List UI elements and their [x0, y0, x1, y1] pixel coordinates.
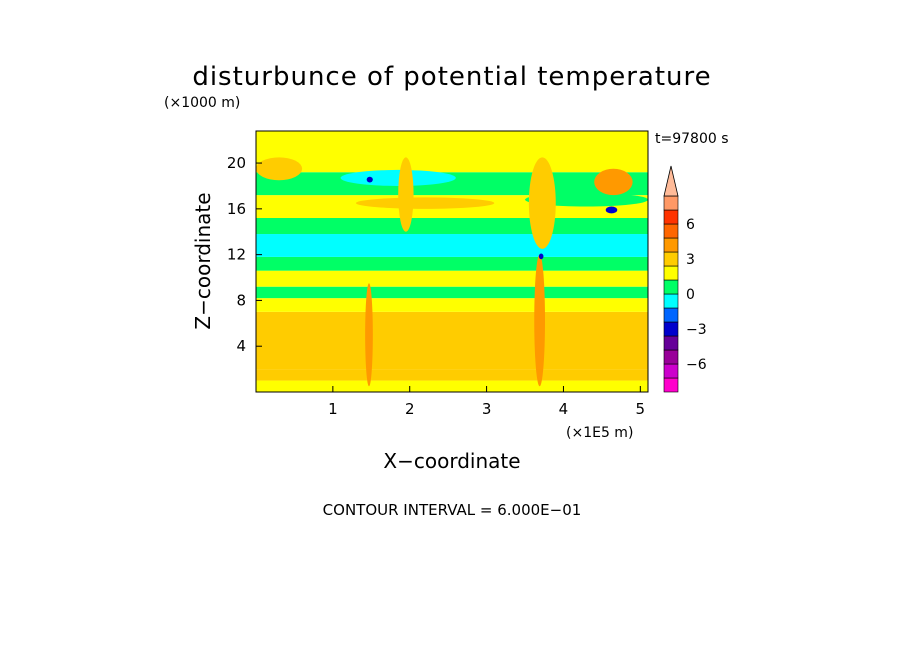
colorbar: 6 3 0 −3 −6	[663, 165, 707, 393]
colorbar-level	[663, 321, 679, 337]
colorbar-label: −6	[686, 357, 707, 373]
colorbar-label: 0	[686, 287, 695, 303]
x-axis-unit: (×1E5 m)	[566, 425, 633, 441]
field-anomaly-3	[355, 197, 495, 209]
field-band-6	[256, 256, 648, 271]
field-band-3	[256, 298, 648, 312]
colorbar-level	[663, 209, 679, 225]
colorbar-level	[663, 237, 679, 253]
x-tick-label: 2	[405, 400, 415, 418]
field-band-0	[256, 380, 648, 392]
colorbar-level	[663, 279, 679, 295]
colorbar-label: 6	[686, 217, 695, 233]
field-anomaly-4	[525, 192, 649, 207]
x-axis-ticks: 1 2 3 4 5	[328, 386, 645, 418]
colorbar-level	[663, 251, 679, 267]
field-anomaly-7	[365, 283, 373, 387]
colorbar-level	[663, 265, 679, 281]
field-anomaly-0	[256, 314, 648, 356]
contour-interval-note: CONTOUR INTERVAL = 6.000E−01	[323, 501, 582, 519]
chart-title: disturbunce of potential temperature	[192, 62, 711, 92]
field-anomaly-13	[538, 253, 544, 260]
y-axis-unit: (×1000 m)	[164, 95, 240, 111]
field-anomaly-6	[409, 238, 579, 255]
colorbar-level	[663, 363, 679, 379]
colorbar-level	[663, 377, 679, 393]
y-tick-label: 12	[227, 246, 246, 264]
field-anomaly-12	[605, 206, 618, 214]
field-anomaly-1	[256, 157, 303, 181]
field-band-8	[256, 218, 648, 235]
field-band-4	[256, 286, 648, 299]
y-axis-ticks: 4 8 12 16 20	[227, 154, 262, 355]
y-tick-label: 20	[227, 154, 246, 172]
x-tick-label: 4	[559, 400, 569, 418]
field-band-1	[256, 369, 648, 381]
time-label: t=97800 s	[655, 131, 729, 147]
plot-frame	[255, 130, 649, 393]
field-anomaly-2	[340, 169, 456, 186]
y-tick-label: 8	[236, 291, 246, 309]
field-anomaly-10	[398, 157, 414, 232]
x-tick-label: 3	[482, 400, 492, 418]
colorbar-level	[663, 293, 679, 309]
field-anomaly-9	[528, 157, 556, 249]
field-anomaly-8	[534, 254, 546, 387]
colorbar-over-arrow	[663, 165, 679, 197]
x-tick-label: 1	[328, 400, 338, 418]
colorbar-level	[663, 195, 679, 211]
colorbar-level	[663, 349, 679, 365]
colorbar-label: −3	[686, 322, 707, 338]
field-anomaly-5	[594, 168, 633, 196]
colorbar-level	[663, 223, 679, 239]
field-band-5	[256, 270, 648, 287]
y-tick-label: 16	[227, 200, 246, 218]
x-axis-label: X−coordinate	[383, 449, 520, 473]
x-tick-label: 5	[636, 400, 646, 418]
field-anomaly-11	[366, 176, 373, 183]
y-axis-label: Z−coordinate	[191, 192, 215, 329]
field-band-11	[256, 131, 648, 173]
plot-field	[256, 131, 649, 392]
colorbar-level	[663, 335, 679, 351]
y-tick-label: 4	[236, 337, 246, 355]
colorbar-label: 3	[686, 252, 695, 268]
colorbar-level	[663, 307, 679, 323]
